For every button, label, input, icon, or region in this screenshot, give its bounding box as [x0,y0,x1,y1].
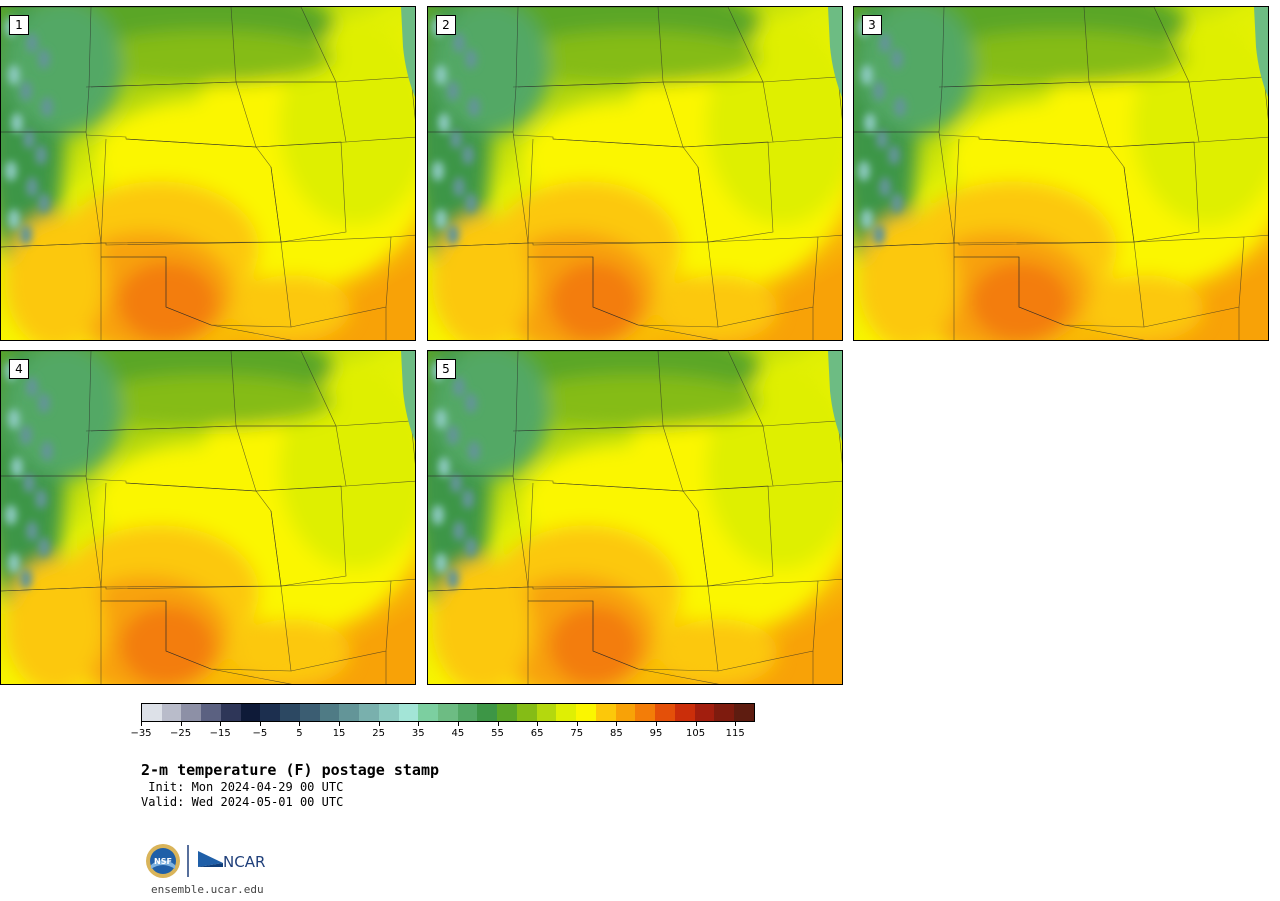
temperature-map [1,351,416,685]
temperature-map [428,351,843,685]
ensemble-member-3-map: 3 [853,6,1269,341]
colorbar-swatch [438,704,458,721]
colorbar-swatch [477,704,497,721]
valid-time: Valid: Wed 2024-05-01 00 UTC [141,795,343,809]
colorbar-tick [181,722,182,726]
member-label: 3 [862,15,882,35]
colorbar-tick [656,722,657,726]
colorbar-tick [537,722,538,726]
colorbar-tick-label: 15 [333,728,346,739]
colorbar-tick-label: 55 [491,728,504,739]
colorbar-tick [498,722,499,726]
colorbar-tick-label: 35 [412,728,425,739]
colorbar-swatch [399,704,419,721]
ncar-text: NCAR [223,853,265,871]
site-url: ensemble.ucar.edu [151,883,264,896]
colorbar-swatch [714,704,734,721]
colorbar-tick-label: −25 [170,728,191,739]
colorbar-tick-label: 75 [570,728,583,739]
colorbar-swatch [320,704,340,721]
ncar-logo-icon: NCAR [198,851,265,871]
member-label: 4 [9,359,29,379]
colorbar-swatch [537,704,557,721]
colorbar-swatch [201,704,221,721]
colorbar-tick [577,722,578,726]
ensemble-member-2-map: 2 [427,6,843,341]
colorbar-swatch [260,704,280,721]
member-label: 2 [436,15,456,35]
colorbar-tick [696,722,697,726]
temperature-map [428,7,843,341]
colorbar-swatch [359,704,379,721]
nsf-seal-icon: NSF [146,844,180,878]
colorbar-tick [735,722,736,726]
colorbar-swatch [241,704,261,721]
colorbar-swatch [162,704,182,721]
ensemble-member-5-map: 5 [427,350,843,685]
colorbar-tick-label: 85 [610,728,623,739]
ensemble-member-4-map: 4 [0,350,416,685]
colorbar-tick-label: −35 [130,728,151,739]
colorbar-swatch [339,704,359,721]
colorbar-tick [220,722,221,726]
colorbar-tick-label: 115 [726,728,745,739]
init-time: Init: Mon 2024-04-29 00 UTC [141,780,343,794]
colorbar-tick [616,722,617,726]
colorbar-tick-label: −15 [210,728,231,739]
colorbar-tick [458,722,459,726]
colorbar-swatch [635,704,655,721]
colorbar-tick [299,722,300,726]
colorbar-tick-label: −5 [252,728,267,739]
colorbar-swatch [616,704,636,721]
colorbar-tick-label: 105 [686,728,705,739]
colorbar-tick [141,722,142,726]
colorbar-swatch [517,704,537,721]
figure-title: 2-m temperature (F) postage stamp [141,761,439,779]
colorbar-swatch [655,704,675,721]
colorbar-tick [339,722,340,726]
colorbar-swatch [379,704,399,721]
colorbar-tick-label: 65 [531,728,544,739]
colorbar-tick-labels: −35 −25 −15 −5 5 15 25 35 45 55 65 75 85 95 105 115 [141,722,755,742]
colorbar-tick-label: 5 [296,728,302,739]
colorbar-tick [418,722,419,726]
colorbar-swatch [596,704,616,721]
colorbar-swatch [221,704,241,721]
colorbar-swatch [142,704,162,721]
nsf-text: NSF [154,857,172,866]
colorbar-swatch [497,704,517,721]
colorbar-tick-label: 45 [452,728,465,739]
colorbar-swatch [734,704,754,721]
colorbar-tick-label: 25 [372,728,385,739]
temperature-colorbar [141,703,755,722]
colorbar-swatch [300,704,320,721]
colorbar-swatch [458,704,478,721]
colorbar-swatch [675,704,695,721]
member-label: 5 [436,359,456,379]
colorbar-swatch [181,704,201,721]
colorbar-tick-label: 95 [650,728,663,739]
ensemble-member-1-map: 1 [0,6,416,341]
colorbar-tick [379,722,380,726]
colorbar-tick [260,722,261,726]
member-label: 1 [9,15,29,35]
colorbar-swatch [576,704,596,721]
temperature-map [1,7,416,341]
nsf-ncar-logo: NSF NCAR [145,843,275,879]
colorbar-swatch [556,704,576,721]
colorbar-swatch [280,704,300,721]
colorbar-swatch [418,704,438,721]
temperature-map [854,7,1269,341]
colorbar-swatch [695,704,715,721]
